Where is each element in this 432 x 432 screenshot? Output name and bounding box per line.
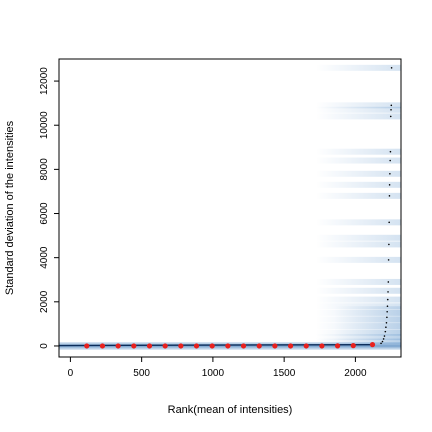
median-point: [146, 343, 153, 349]
median-point: [209, 343, 215, 349]
median-point: [115, 343, 121, 349]
plot-frame: [58, 58, 402, 358]
y-tick-label: 12000: [39, 67, 50, 95]
outlier-point: [389, 115, 392, 118]
median-point: [84, 343, 90, 349]
x-tick-label: 1000: [202, 368, 225, 379]
density-band: [315, 219, 401, 226]
density-haze: [334, 306, 401, 344]
median-point: [178, 343, 184, 349]
density-band: [315, 157, 401, 164]
outlier-point: [383, 335, 386, 337]
x-tick-label: 500: [133, 368, 150, 379]
outlier-point: [389, 172, 391, 175]
median-point: [287, 343, 294, 349]
density-band: [315, 106, 401, 113]
density-band: [315, 234, 401, 241]
outlier-point: [386, 316, 388, 319]
outlier-point: [389, 150, 392, 153]
median-point: [225, 343, 231, 349]
y-tick-label: 10000: [39, 111, 50, 139]
x-tick-label: 0: [68, 368, 74, 379]
outlier-point: [385, 321, 388, 324]
outlier-point: [387, 259, 390, 261]
y-tick-label: 4000: [39, 246, 50, 269]
density-band: [315, 256, 401, 263]
outlier-point: [381, 340, 384, 343]
outlier-point: [384, 330, 387, 333]
density-band: [315, 278, 401, 285]
outlier-point: [387, 281, 390, 283]
y-axis: 0 2000 4000 6000 8000 10000 12000: [39, 67, 59, 349]
median-point: [369, 342, 376, 348]
density-band: [315, 241, 401, 248]
y-tick-label: 6000: [39, 202, 50, 225]
density-band: [315, 102, 401, 109]
outlier-point: [382, 338, 385, 340]
y-tick-label: 0: [39, 343, 50, 349]
median-point: [350, 343, 356, 349]
median-point: [99, 343, 106, 349]
median-point: [319, 343, 325, 349]
x-tick-label: 2000: [344, 368, 367, 379]
outlier-point: [388, 195, 391, 197]
outlier-point: [380, 342, 382, 345]
median-point: [272, 343, 278, 349]
outlier-point: [386, 298, 389, 301]
y-tick-label: 2000: [39, 290, 50, 313]
x-tick-label: 1500: [273, 368, 296, 379]
median-point: [240, 343, 247, 349]
density-band: [315, 148, 401, 155]
y-axis-title: Standard deviation of the intensities: [4, 120, 16, 295]
density-band: [315, 287, 401, 294]
median-point: [131, 343, 137, 349]
outlier-point: [386, 305, 389, 308]
outlier-point: [390, 104, 393, 107]
median-point: [334, 343, 341, 349]
outlier-point: [388, 184, 391, 186]
x-axis-title: Rank(mean of intensities): [168, 404, 293, 416]
outlier-point: [387, 291, 389, 293]
plot-area: [59, 64, 401, 350]
density-band: [315, 181, 401, 188]
density-band: [315, 170, 401, 177]
outlier-point: [385, 326, 387, 329]
trend-line: [59, 343, 374, 347]
median-point: [193, 343, 200, 349]
density-band: [315, 296, 401, 303]
outlier-point: [389, 159, 391, 162]
outlier-point: [390, 108, 392, 111]
density-band: [315, 64, 401, 71]
density-band: [315, 113, 401, 120]
y-tick-label: 8000: [39, 158, 50, 181]
x-axis: 0 500 1000 1500 2000: [68, 357, 367, 379]
outlier-point: [386, 310, 388, 313]
median-point: [256, 343, 262, 349]
density-band: [315, 192, 401, 199]
outlier-point: [390, 67, 393, 69]
outlier-point: [388, 243, 390, 246]
median-point: [303, 343, 309, 349]
outlier-point: [388, 221, 390, 224]
median-point: [162, 343, 168, 349]
